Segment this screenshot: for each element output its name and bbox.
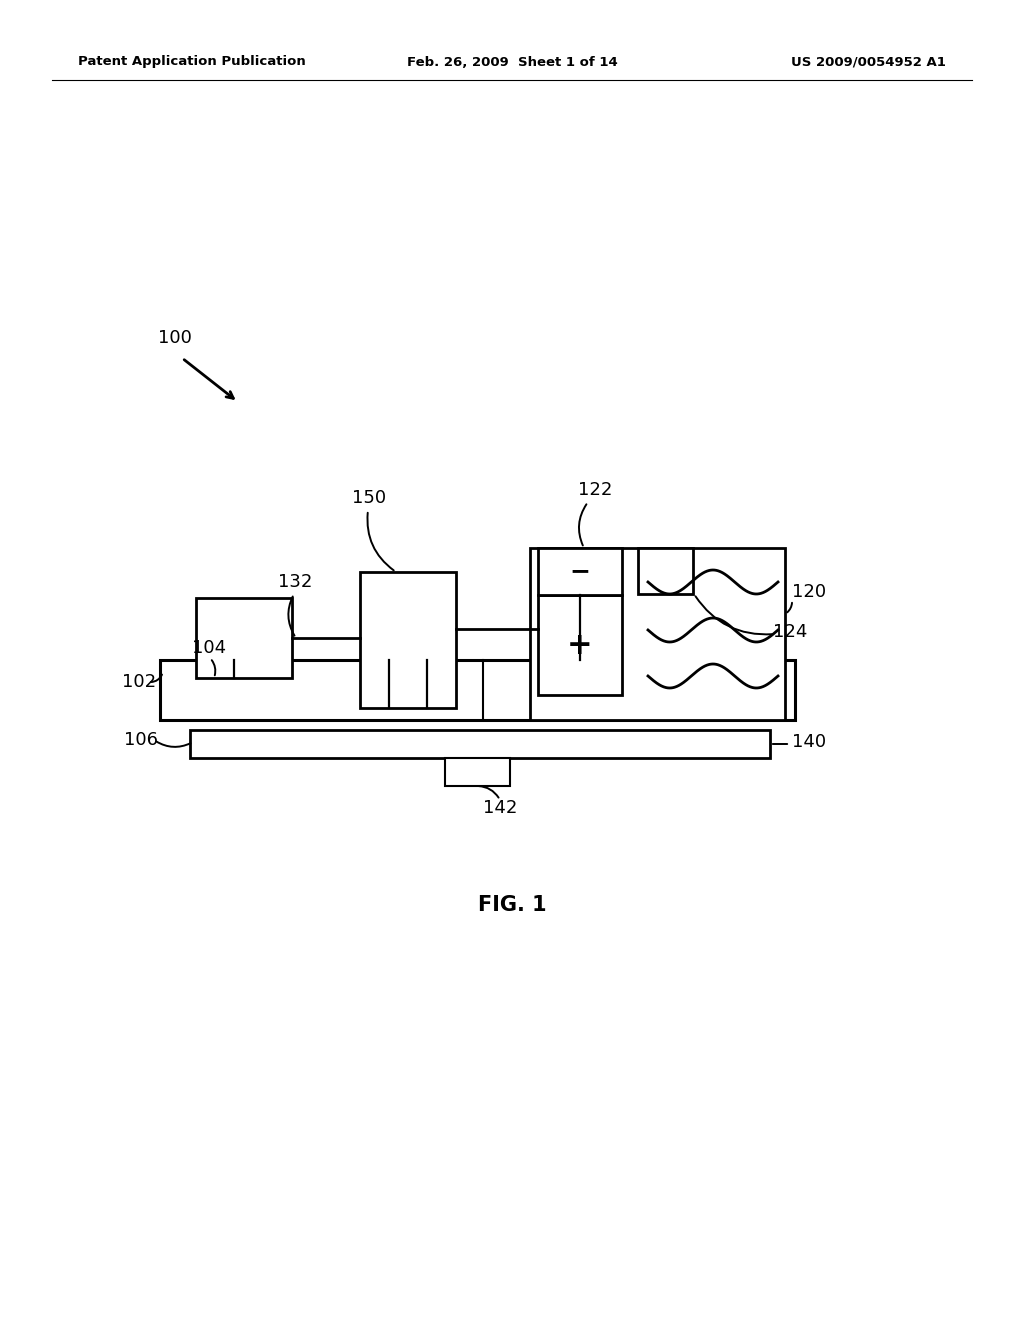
Bar [360, 572, 456, 708]
Text: 102: 102 [122, 673, 156, 690]
Bar [160, 660, 795, 719]
Text: FIG. 1: FIG. 1 [477, 895, 547, 915]
Text: 142: 142 [482, 799, 517, 817]
Text: US 2009/0054952 A1: US 2009/0054952 A1 [792, 55, 946, 69]
Bar [638, 548, 693, 594]
Bar [530, 548, 785, 719]
Text: 122: 122 [578, 480, 612, 499]
Bar [445, 758, 510, 785]
Text: 150: 150 [352, 488, 386, 507]
Text: 106: 106 [124, 731, 158, 748]
Bar [538, 595, 622, 696]
Text: 120: 120 [792, 583, 826, 601]
Text: 132: 132 [278, 573, 312, 591]
Text: −: − [569, 560, 591, 583]
Text: 100: 100 [158, 329, 191, 347]
Text: +: + [567, 631, 593, 660]
Bar [190, 730, 770, 758]
Text: 104: 104 [193, 639, 226, 657]
Bar [538, 548, 622, 595]
Text: 124: 124 [773, 623, 807, 642]
Bar [196, 598, 292, 678]
Text: 140: 140 [792, 733, 826, 751]
Text: Feb. 26, 2009  Sheet 1 of 14: Feb. 26, 2009 Sheet 1 of 14 [407, 55, 617, 69]
Text: Patent Application Publication: Patent Application Publication [78, 55, 306, 69]
